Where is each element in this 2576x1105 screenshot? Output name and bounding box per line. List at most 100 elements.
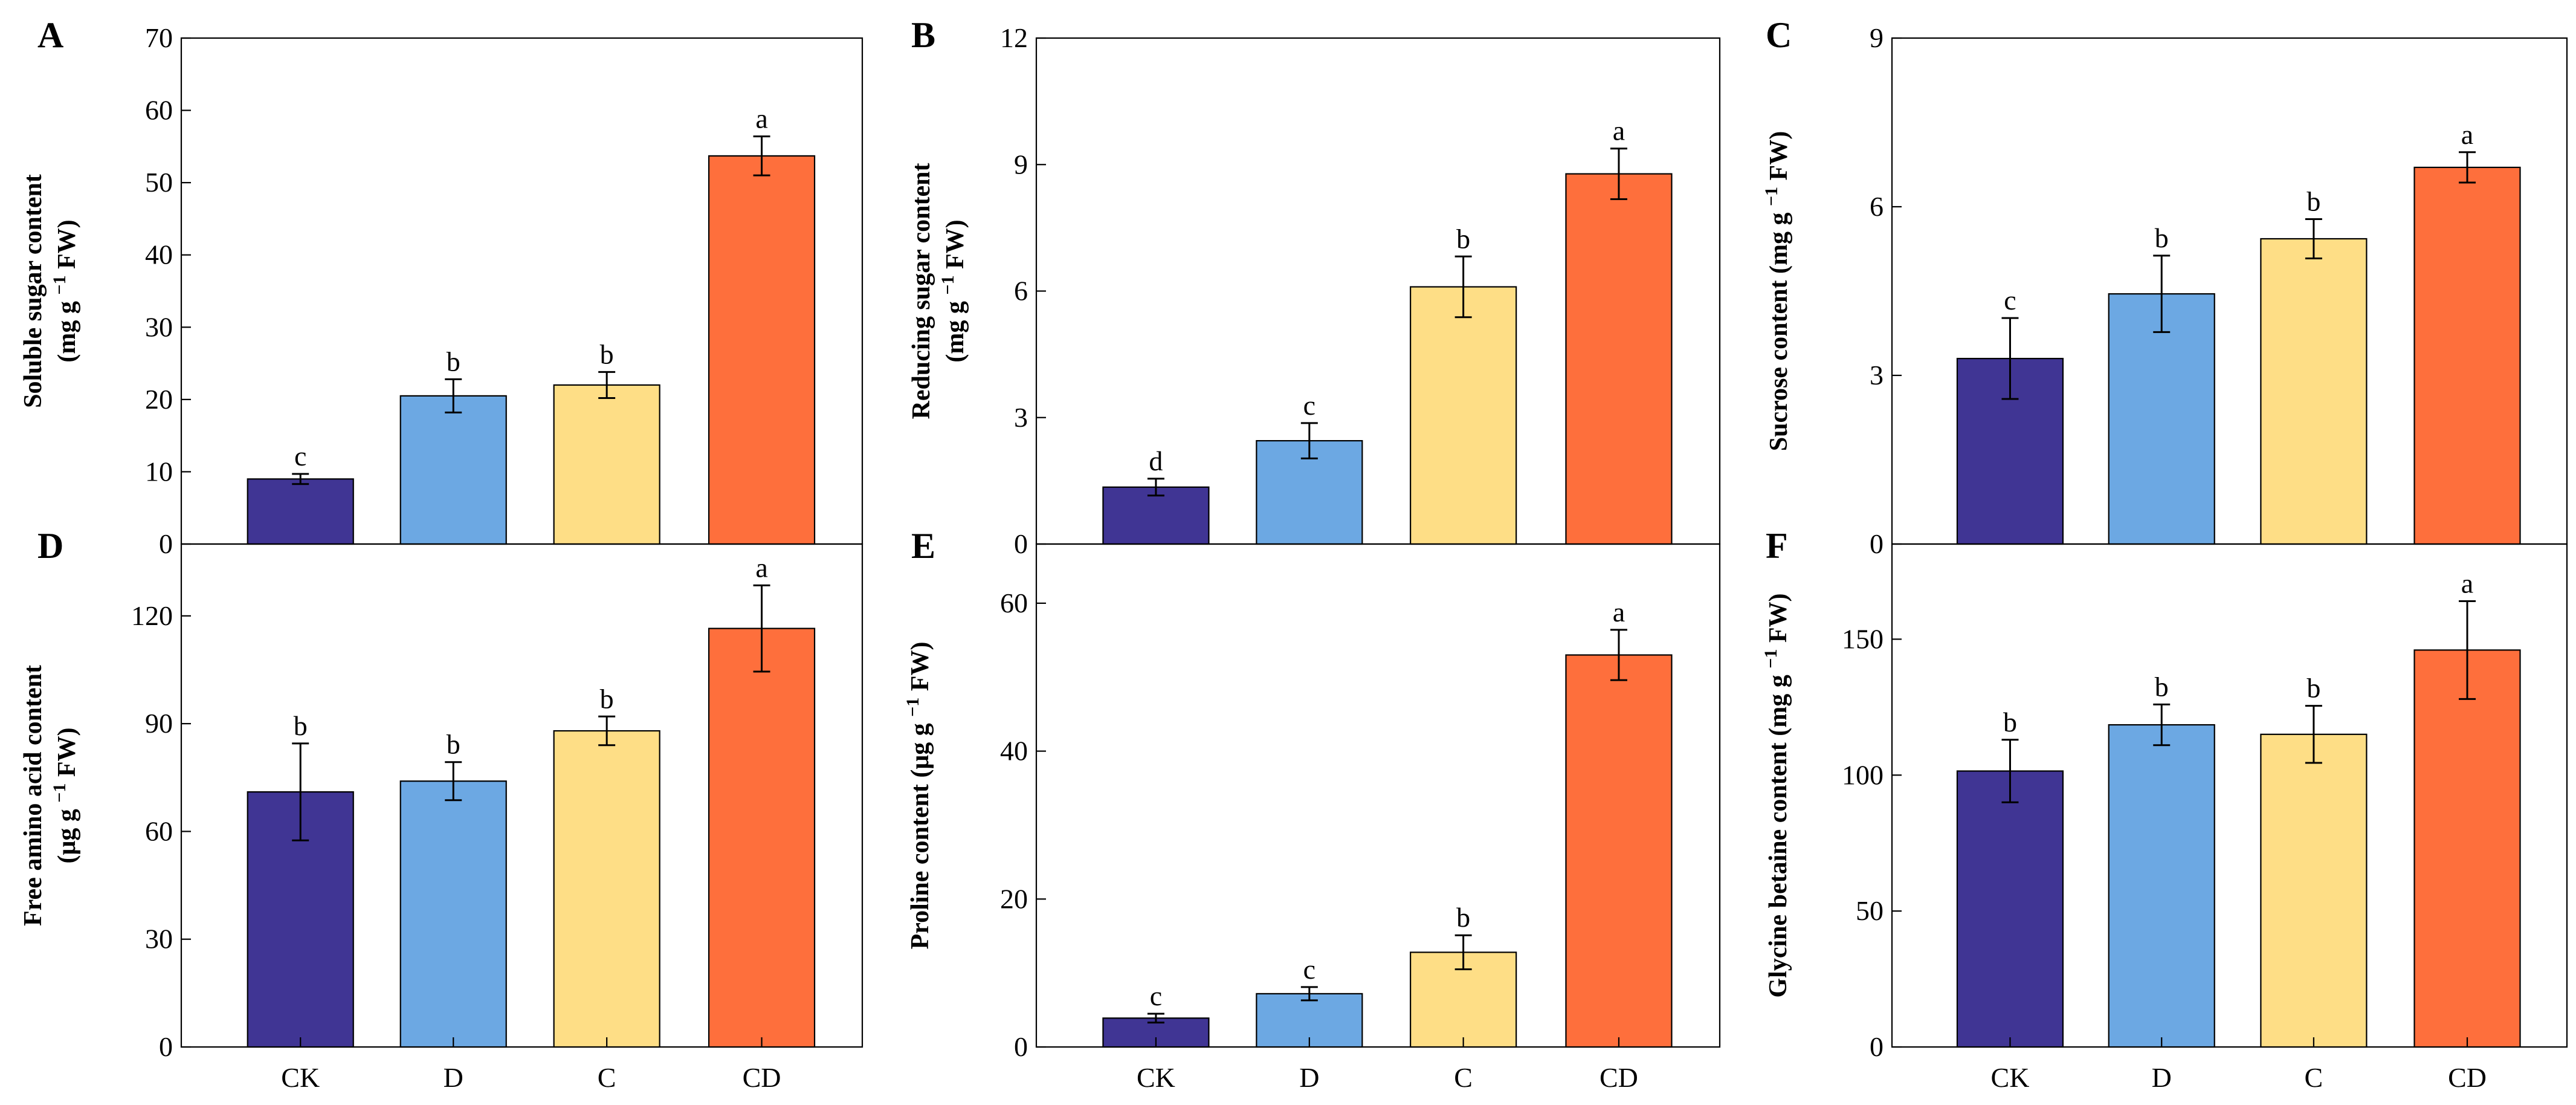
y-tick-label: 6 xyxy=(1014,276,1028,306)
significance-letter: c xyxy=(1303,390,1315,421)
error-bar xyxy=(445,761,462,802)
error-bar xyxy=(2153,703,2171,747)
bar-CD xyxy=(1565,654,1673,1048)
y-tick-label: 0 xyxy=(159,528,173,559)
x-tick-label: D xyxy=(2152,1062,2172,1093)
error-bar xyxy=(1147,478,1164,497)
x-tick-label: CK xyxy=(1991,1062,2030,1093)
error-bar xyxy=(1454,934,1472,971)
y-axis-label: Soluble sugar content (mg g −1 FW) xyxy=(19,174,81,408)
significance-letter: a xyxy=(1613,115,1625,146)
bar-D xyxy=(2108,724,2215,1048)
y-tick-label: 20 xyxy=(145,384,173,415)
panel-label: C xyxy=(1766,15,1792,55)
bar-CK xyxy=(1956,770,2064,1048)
significance-letter: c xyxy=(294,441,306,471)
y-tick-label: 9 xyxy=(1014,149,1028,180)
y-tick-label: 3 xyxy=(1014,402,1028,433)
error-bar xyxy=(1300,986,1318,1002)
panel-label: D xyxy=(37,526,63,566)
plot-frame xyxy=(1035,543,1721,1048)
panel-label: E xyxy=(911,526,935,566)
significance-letter: b xyxy=(2155,671,2169,702)
y-tick-label: 120 xyxy=(131,600,173,631)
x-tick-label: CK xyxy=(1137,1062,1175,1093)
significance-letter: a xyxy=(755,552,767,583)
error-bar xyxy=(1454,255,1472,319)
y-tick-label: 0 xyxy=(1014,1031,1028,1062)
error-bar xyxy=(292,473,309,485)
y-tick-label: 6 xyxy=(1870,191,1884,222)
error-bar xyxy=(1610,147,1627,200)
y-axis-label-line2: (mg g −1 FW) xyxy=(50,219,81,362)
x-tick-label: C xyxy=(1454,1062,1473,1093)
y-axis-label-line1: Free amino acid content xyxy=(19,665,47,926)
bar-C xyxy=(553,730,660,1048)
error-bar xyxy=(292,742,309,841)
y-tick-label: 30 xyxy=(145,924,173,954)
error-bar xyxy=(2305,705,2322,764)
significance-letter: b xyxy=(1456,223,1470,254)
error-bar xyxy=(1147,1013,1164,1024)
y-axis-label-line2: (mg g −1 FW) xyxy=(938,219,969,362)
x-tick-label: CK xyxy=(281,1062,320,1093)
panel-C: 0 3 6 9 c b b a C Sucrose content (mg g −1 FW) xyxy=(1761,15,2568,559)
y-tick-label: 30 xyxy=(145,311,173,342)
significance-letter: b xyxy=(2155,222,2169,253)
significance-letter: b xyxy=(447,346,460,377)
significance-letter: b xyxy=(2306,186,2320,216)
y-tick-label: 10 xyxy=(145,456,173,487)
y-axis-label-line1: Proline content (μg g −1 FW) xyxy=(903,642,934,950)
error-bar xyxy=(2459,151,2476,184)
error-bar xyxy=(2001,317,2019,400)
bar-C xyxy=(1410,286,1517,545)
y-tick-label: 90 xyxy=(145,708,173,739)
bar-CD xyxy=(2413,649,2521,1048)
significance-letter: b xyxy=(447,729,460,760)
significance-letter: d xyxy=(1149,446,1163,476)
panel-D: 0 30 60 90 120 b CK b Db Ca CD D Free amino acid con… xyxy=(19,526,864,1093)
significance-letter: b xyxy=(600,339,614,369)
y-tick-label: 0 xyxy=(159,1031,173,1062)
panel-A: 0 10 20 30 40 50 60 70 c b b a A Soluble sugar conten… xyxy=(19,15,864,559)
panel-E: 0 20 40 60 c CK c Db Ca CD E Proline content (μg g … xyxy=(903,526,1721,1093)
bar-C xyxy=(2260,733,2368,1048)
bar-CD xyxy=(1565,173,1673,545)
error-bar xyxy=(753,584,770,673)
panel-label: B xyxy=(911,15,935,55)
error-bar xyxy=(445,378,462,413)
error-bar xyxy=(753,135,770,177)
error-bar xyxy=(2153,254,2171,333)
error-bar xyxy=(598,371,616,399)
x-tick-label: D xyxy=(444,1062,463,1093)
panel-label: A xyxy=(37,15,63,55)
significance-letter: c xyxy=(1150,980,1162,1011)
significance-letter: b xyxy=(294,710,308,741)
y-axis-label: Glycine betaine content (mg g −1 FW) xyxy=(1761,593,1792,997)
significance-letter: a xyxy=(755,103,767,134)
error-bar xyxy=(1610,629,1627,681)
error-bar xyxy=(2001,739,2019,803)
y-axis-label-line1: Sucrose content (mg g −1 FW) xyxy=(1761,131,1793,451)
x-tick-label: CD xyxy=(743,1062,781,1093)
y-tick-label: 0 xyxy=(1870,528,1884,559)
x-tick-label: C xyxy=(598,1062,616,1093)
y-axis-label-line1: Soluble sugar content xyxy=(19,174,47,408)
bar-C xyxy=(553,384,660,545)
significance-letter: a xyxy=(2461,568,2473,598)
significance-letter: b xyxy=(600,683,614,714)
y-tick-label: 60 xyxy=(145,815,173,846)
y-axis-label-line1: Reducing sugar content xyxy=(908,163,935,420)
y-tick-label: 40 xyxy=(1000,736,1028,766)
y-axis-label: Proline content (μg g −1 FW) xyxy=(903,642,934,950)
y-axis-label: Free amino acid content (μg g −1 FW) xyxy=(19,665,81,926)
bar-CD xyxy=(708,155,816,545)
error-bar xyxy=(598,715,616,747)
y-axis-label: Sucrose content (mg g −1 FW) xyxy=(1761,131,1793,451)
panel-label: F xyxy=(1766,526,1788,566)
significance-letter: c xyxy=(2004,285,2016,316)
bar-CK xyxy=(247,478,354,545)
plot-frame xyxy=(180,543,864,1048)
y-tick-label: 50 xyxy=(145,167,173,198)
